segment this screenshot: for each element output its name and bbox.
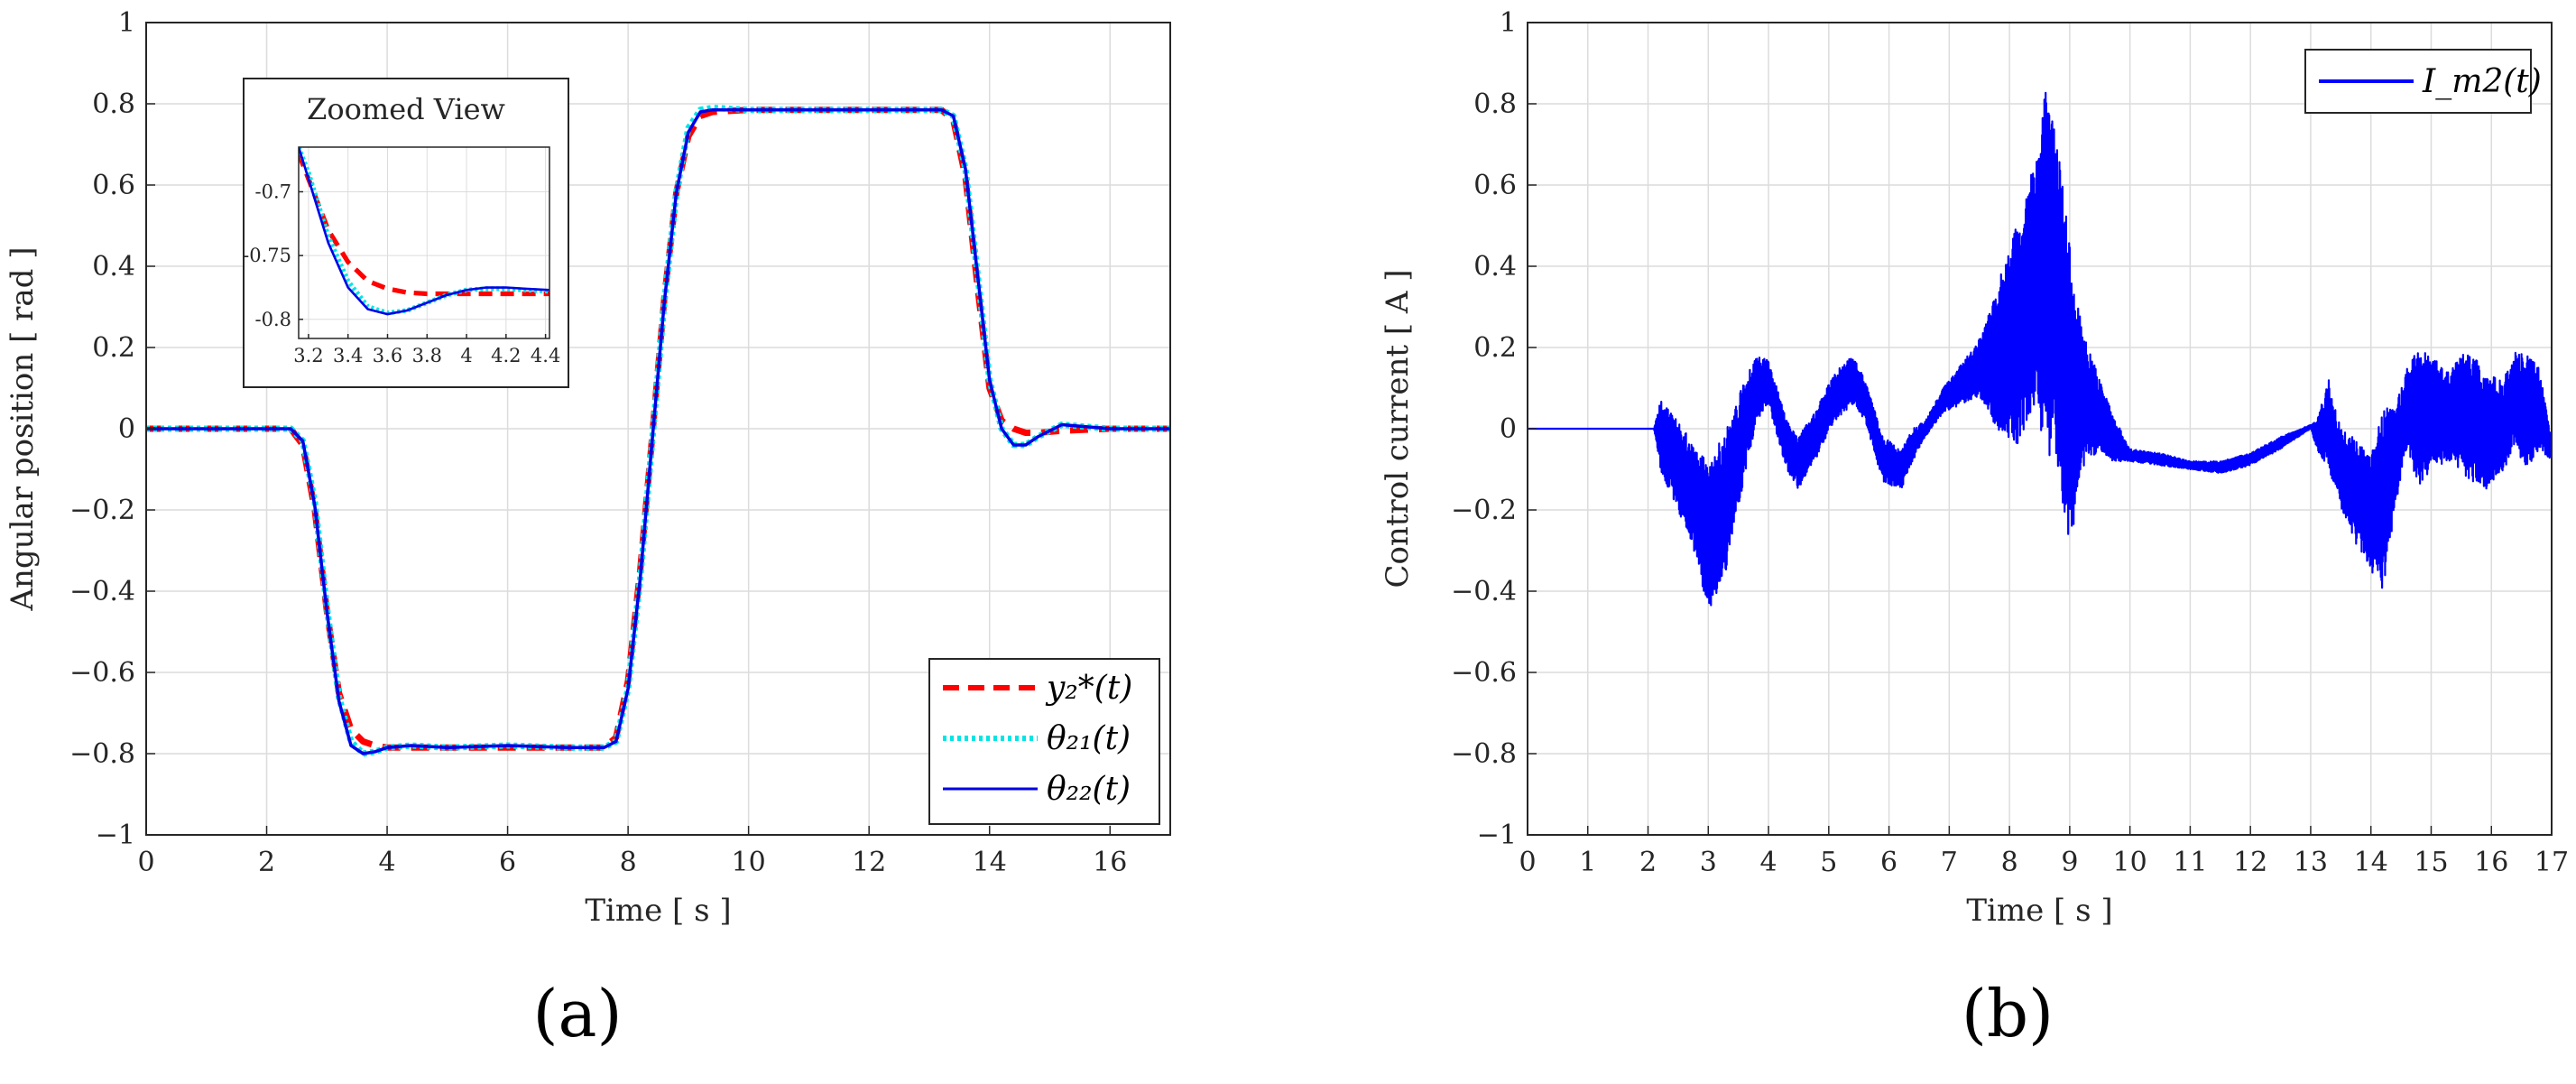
chart-panel-b: 0 1 2 3 4 5 6 7 8 9 10 11 12 13 14 15 16 17−1−0.8−0.6−0.4… [1380, 7, 2569, 1052]
y-tick-label: 0.2 [92, 332, 135, 364]
legend-label-theta22: θ₂₂(t) [1047, 771, 1131, 808]
x-tick-label: 1 [1579, 847, 1596, 878]
inset-grid [299, 147, 549, 338]
x-tick-label: 13 [2294, 847, 2328, 878]
y-tick-label: -0.7 [255, 181, 292, 202]
series-line-2 [146, 107, 1170, 755]
chart-b-ylabel: Control current [ A ] [1380, 269, 1416, 588]
x-tick-label: 15 [2414, 847, 2448, 878]
y-tick-label: 0.8 [92, 88, 135, 120]
x-tick-label: 7 [1941, 847, 1958, 878]
y-tick-label: −0.4 [1451, 576, 1517, 607]
chart-b-series [1528, 91, 2552, 607]
inset-box [243, 78, 569, 388]
y-tick-label: −0.4 [69, 576, 135, 607]
x-tick-label: 5 [1820, 847, 1837, 878]
y-tick-label: -0.75 [243, 245, 291, 266]
x-tick-label: 6 [499, 847, 516, 878]
x-tick-label: 4.2 [491, 345, 521, 366]
y-tick-label: 0 [118, 413, 135, 445]
chart-a-inset: Zoomed View 3.2 3.4 3.6 3.8 4 4.2 4.4 -0.8 -0.75… [243, 78, 569, 388]
y-tick-label: −0.6 [69, 657, 135, 689]
chart-a-series [146, 105, 1170, 757]
y-tick-label: 0.6 [92, 170, 135, 201]
y-tick-label: 0 [1500, 413, 1517, 445]
series-line-im2 [1528, 91, 2552, 607]
x-tick-label: 14 [2354, 847, 2388, 878]
y-tick-label: −0.2 [69, 495, 135, 526]
legend-label-theta21: θ₂₁(t) [1047, 720, 1131, 757]
chart-b-ticks: 0 1 2 3 4 5 6 7 8 9 10 11 12 13 14 15 16 17−1−0.8−0.6−0.4… [1451, 7, 2569, 878]
x-tick-label: 4 [1760, 847, 1777, 878]
x-tick-label: 8 [2001, 847, 2018, 878]
inset-series [299, 147, 549, 316]
y-tick-label: 0.8 [1473, 88, 1517, 120]
chart-a-grid [145, 22, 1170, 836]
panel-label-a: (a) [532, 976, 622, 1052]
chart-panel-a: 0 2 4 6 8 10 12 14 16−1−0.8−0.6−0.4−0.200.20.40.… [5, 7, 1171, 1052]
y-tick-label: −1 [96, 820, 135, 851]
y-tick-label: 1 [1500, 7, 1517, 39]
y-tick-label: 0.4 [92, 251, 135, 283]
x-tick-label: 3.6 [373, 345, 402, 366]
inset-title: Zoomed View [307, 92, 505, 126]
y-tick-label: 0.6 [1473, 170, 1517, 201]
legend-box [928, 658, 1160, 825]
series-line-2 [299, 147, 549, 316]
y-tick-label: −1 [1477, 820, 1517, 851]
legend-label-y2: y₂*(t) [1045, 670, 1132, 707]
x-tick-label: 12 [852, 847, 886, 878]
x-tick-label: 3.2 [293, 345, 323, 366]
x-tick-label: 12 [2233, 847, 2267, 878]
x-tick-label: 3.4 [333, 345, 363, 366]
x-tick-label: 6 [1880, 847, 1897, 878]
x-tick-label: 8 [620, 847, 637, 878]
y-tick-label: −0.8 [69, 738, 135, 770]
chart-a-xlabel: Time [ s ] [585, 893, 731, 929]
chart-b-xlabel: Time [ s ] [1966, 893, 2112, 929]
x-tick-label: 3 [1700, 847, 1717, 878]
x-tick-label: 11 [2173, 847, 2207, 878]
inset-ticks: 3.2 3.4 3.6 3.8 4 4.2 4.4 -0.8 -0.75 -0.7 [243, 181, 560, 366]
series-line-0 [299, 153, 549, 297]
chart-b-legend: I_m2(t) [2304, 49, 2542, 114]
x-tick-label: 4.4 [531, 345, 560, 366]
x-tick-label: 10 [732, 847, 766, 878]
x-tick-label: 4 [379, 847, 396, 878]
x-tick-label: 4 [460, 345, 472, 366]
chart-a-ticks: 0 2 4 6 8 10 12 14 16−1−0.8−0.6−0.4−0.200.20.40.… [69, 7, 1127, 878]
x-tick-label: 0 [1519, 847, 1536, 878]
y-tick-label: −0.6 [1451, 657, 1517, 689]
x-tick-label: 10 [2113, 847, 2147, 878]
x-tick-label: 16 [2474, 847, 2508, 878]
chart-a-ylabel: Angular position [ rad ] [5, 246, 41, 611]
x-tick-label: 3.8 [412, 345, 442, 366]
x-tick-label: 0 [137, 847, 154, 878]
panel-label-b: (b) [1962, 976, 2054, 1052]
x-tick-label: 14 [973, 847, 1007, 878]
y-tick-label: −0.2 [1451, 495, 1517, 526]
x-tick-label: 2 [1639, 847, 1657, 878]
y-tick-label: -0.8 [255, 309, 292, 330]
x-tick-label: 2 [258, 847, 275, 878]
chart-a-legend: y₂*(t) θ₂₁(t) θ₂₂(t) [928, 658, 1160, 825]
y-tick-label: 0.4 [1473, 251, 1517, 283]
inset-frame [298, 146, 550, 339]
x-tick-label: 16 [1093, 847, 1127, 878]
x-tick-label: 17 [2534, 847, 2569, 878]
y-tick-label: 1 [118, 7, 135, 39]
legend-label-im2: I_m2(t) [2422, 63, 2542, 100]
y-tick-label: −0.8 [1451, 738, 1517, 770]
series-line-1 [299, 147, 549, 316]
y-tick-label: 0.2 [1473, 332, 1517, 364]
x-tick-label: 9 [2061, 847, 2078, 878]
